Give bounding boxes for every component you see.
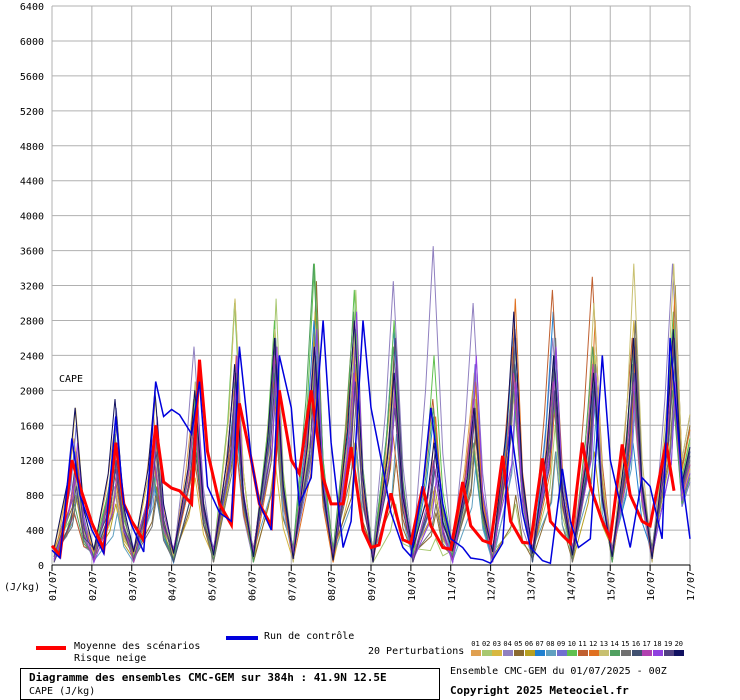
perturbation-line-12 xyxy=(53,294,691,563)
perturbation-swatch xyxy=(663,650,674,656)
chart-subtitle: CAPE (J/kg) xyxy=(29,686,96,697)
x-tick-label: 01/07 xyxy=(48,571,59,601)
perturbation-number: 10 xyxy=(567,640,577,648)
x-tick-label: 03/07 xyxy=(128,571,139,601)
x-tick-label: 13/07 xyxy=(527,571,538,601)
perturbation-swatch xyxy=(674,650,685,656)
x-tick-label: 02/07 xyxy=(88,571,99,601)
mean-legend-swatch xyxy=(36,646,66,650)
perturbation-swatch xyxy=(642,650,653,656)
perturbation-number: 02 xyxy=(481,640,491,648)
perturbation-swatch xyxy=(588,650,599,656)
y-tick-labels: 0 400 800 1200 1600 2000 2400 2800 3200 3600 4000 4… xyxy=(20,2,44,572)
control-legend-label: Run de contrôle xyxy=(264,631,355,642)
perturbation-swatch xyxy=(545,650,556,656)
x-tick-label: 08/07 xyxy=(327,571,338,601)
perturbation-number: 09 xyxy=(556,640,566,648)
snow-legend-label: Risque neige xyxy=(74,653,147,664)
y-tick-label: 4800 xyxy=(20,142,44,153)
y-tick-label: 4400 xyxy=(20,177,44,188)
x-tick-label: 04/07 xyxy=(168,571,179,601)
x-tick-label: 10/07 xyxy=(407,571,418,601)
perturbation-swatch xyxy=(503,650,514,656)
perturbation-number: 17 xyxy=(642,640,651,648)
perturbation-swatch xyxy=(535,650,546,656)
perturbation-number: 19 xyxy=(663,640,673,648)
copyright: Copyright 2025 Meteociel.fr xyxy=(450,684,629,697)
perturbation-number: 03 xyxy=(492,640,502,648)
perturbation-number: 18 xyxy=(653,640,662,648)
perturbation-swatch xyxy=(652,650,663,656)
perturbation-swatch xyxy=(481,650,492,656)
y-tick-label: 800 xyxy=(26,491,44,502)
perturbation-number: 11 xyxy=(578,640,587,648)
y-tick-label: 4000 xyxy=(20,212,44,223)
cape-inner-label: CAPE xyxy=(59,374,83,385)
mean-legend-label: Moyenne des scénarios xyxy=(74,641,201,652)
y-tick-label: 2400 xyxy=(20,351,44,362)
x-tick-label: 11/07 xyxy=(447,571,458,601)
perturbation-swatch xyxy=(631,650,642,656)
perturbation-number: 05 xyxy=(514,640,523,648)
x-tick-label: 16/07 xyxy=(646,571,657,601)
ensemble-info: Ensemble CMC-GEM du 01/07/2025 - 00Z xyxy=(450,666,667,677)
perturbations-legend: 20 Perturbations 01 02 03 04 05 06 07 08 09 10 11 1… xyxy=(368,640,698,662)
y-tick-label: 2800 xyxy=(20,316,44,327)
control-line xyxy=(51,320,691,565)
y-tick-label: 5600 xyxy=(20,72,44,83)
perturbation-swatch xyxy=(556,650,567,656)
y-tick-label: 0 xyxy=(38,561,44,572)
y-tick-label: 5200 xyxy=(20,107,44,118)
x-tick-labels: 01/07 02/07 03/07 04/07 05/07 06/07 07/07 08/07… xyxy=(48,565,697,601)
perturbation-lines xyxy=(53,246,691,565)
x-tick-label: 15/07 xyxy=(606,571,617,601)
chart-title: Diagramme des ensembles CMC-GEM sur 384h… xyxy=(29,671,387,684)
perturbation-swatch xyxy=(567,650,578,656)
x-tick-label: 12/07 xyxy=(487,571,498,601)
perturbation-swatch xyxy=(620,650,631,656)
y-tick-label: 1600 xyxy=(20,421,44,432)
perturbation-swatch xyxy=(513,650,524,656)
perturbation-swatch xyxy=(524,650,535,656)
perturbation-number: 01 xyxy=(471,640,480,648)
perturbation-number: 04 xyxy=(503,640,512,648)
control-series xyxy=(51,320,691,565)
perturbation-swatch xyxy=(471,650,481,656)
y-tick-label: 6000 xyxy=(20,37,44,48)
y-tick-label: 3200 xyxy=(20,282,44,293)
y-axis-unit-label: (J/kg) xyxy=(4,582,40,593)
y-tick-label: 2000 xyxy=(20,386,44,397)
perturbation-number: 08 xyxy=(546,640,555,648)
x-tick-label: 17/07 xyxy=(686,571,697,601)
y-tick-label: 6400 xyxy=(20,2,44,13)
perturbation-swatch xyxy=(599,650,610,656)
perturbation-number: 20 xyxy=(674,640,684,648)
x-tick-label: 14/07 xyxy=(566,571,577,601)
legend: Moyenne des scénarios Risque neige Run d… xyxy=(36,631,456,670)
y-tick-label: 400 xyxy=(26,526,44,537)
perturbation-swatch xyxy=(578,650,588,656)
x-tick-label: 09/07 xyxy=(367,571,378,601)
x-tick-label: 06/07 xyxy=(247,571,258,601)
perturbation-number: 16 xyxy=(631,640,641,648)
control-legend-swatch xyxy=(226,636,258,640)
perturbation-swatch xyxy=(492,650,503,656)
perturbation-number: 07 xyxy=(535,640,544,648)
cape-chart: 0 400 800 1200 1600 2000 2400 2800 3200 3600 4000 4… xyxy=(4,2,697,601)
x-tick-label: 07/07 xyxy=(287,571,298,601)
x-tick-label: 05/07 xyxy=(208,571,219,601)
perturbation-number: 12 xyxy=(588,640,598,648)
perturbation-swatch xyxy=(610,650,621,656)
perturbation-number: 14 xyxy=(610,640,619,648)
perturbations-label: 20 Perturbations xyxy=(368,646,465,657)
y-tick-label: 1200 xyxy=(20,456,44,467)
y-tick-label: 3600 xyxy=(20,247,44,258)
mean-line xyxy=(50,359,676,560)
perturbation-number: 06 xyxy=(524,640,534,648)
mean-series xyxy=(50,359,676,560)
title-box: Diagramme des ensembles CMC-GEM sur 384h… xyxy=(20,668,440,700)
perturbation-number: 15 xyxy=(621,640,630,648)
perturbation-number: 13 xyxy=(599,640,609,648)
